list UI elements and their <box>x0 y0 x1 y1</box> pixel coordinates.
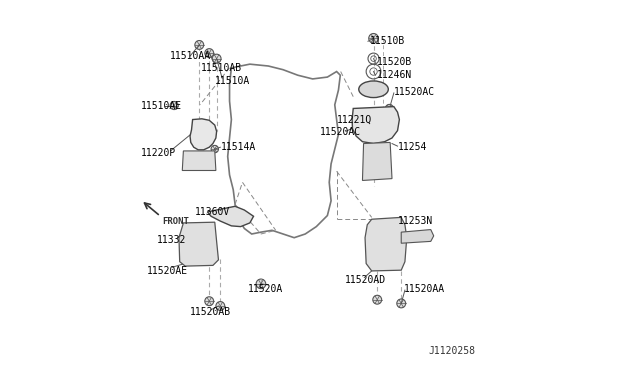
Text: 11254: 11254 <box>398 142 428 152</box>
Text: 11360V: 11360V <box>195 207 230 217</box>
Text: 11246N: 11246N <box>376 70 412 80</box>
Circle shape <box>212 54 221 63</box>
Polygon shape <box>207 206 253 227</box>
Text: 11520AC: 11520AC <box>394 87 435 97</box>
Circle shape <box>205 255 213 263</box>
Circle shape <box>205 49 214 58</box>
Circle shape <box>192 224 201 233</box>
Polygon shape <box>365 217 407 271</box>
Polygon shape <box>182 151 216 170</box>
Ellipse shape <box>359 81 388 97</box>
Circle shape <box>397 299 406 308</box>
Text: 11520AE: 11520AE <box>147 266 188 276</box>
Text: 11221Q: 11221Q <box>337 115 372 125</box>
Circle shape <box>372 295 381 304</box>
Circle shape <box>369 33 378 43</box>
Text: 11514A: 11514A <box>221 142 256 152</box>
Text: 11520A: 11520A <box>248 283 284 294</box>
Polygon shape <box>352 107 399 144</box>
Polygon shape <box>190 119 216 150</box>
Text: 11220P: 11220P <box>141 148 176 158</box>
Polygon shape <box>179 222 218 266</box>
Circle shape <box>211 145 218 153</box>
Circle shape <box>379 221 387 229</box>
Text: 11520AD: 11520AD <box>345 275 386 285</box>
Circle shape <box>170 102 178 110</box>
Text: 11253N: 11253N <box>398 216 433 226</box>
Circle shape <box>385 105 394 112</box>
Text: 11510B: 11510B <box>370 36 405 46</box>
Text: 11510A: 11510A <box>215 76 250 86</box>
Text: J1120258: J1120258 <box>428 346 475 356</box>
Circle shape <box>216 302 225 310</box>
Text: 11520AC: 11520AC <box>320 128 361 138</box>
Text: 11520B: 11520B <box>376 57 412 67</box>
Polygon shape <box>401 230 434 243</box>
Text: 11510AA: 11510AA <box>170 51 211 61</box>
Circle shape <box>256 279 266 289</box>
Text: 11520AB: 11520AB <box>190 307 231 317</box>
Text: 11332: 11332 <box>157 234 186 244</box>
Text: 11510AE: 11510AE <box>141 100 182 110</box>
Circle shape <box>195 41 204 49</box>
Text: 11520AA: 11520AA <box>404 284 445 294</box>
Circle shape <box>205 297 214 306</box>
Text: 11510AB: 11510AB <box>201 63 242 73</box>
Polygon shape <box>362 142 392 180</box>
Text: FRONT: FRONT <box>162 217 189 227</box>
